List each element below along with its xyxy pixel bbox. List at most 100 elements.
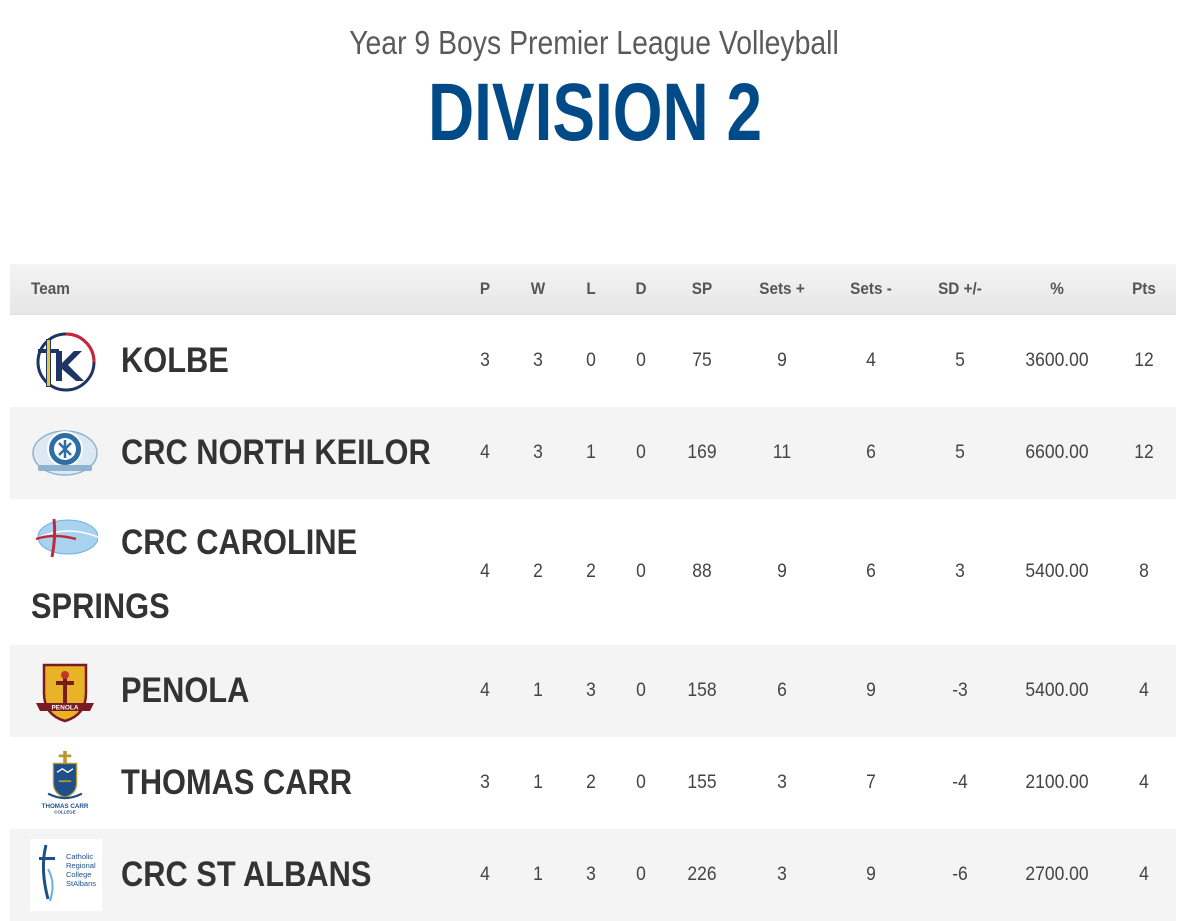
- standings-table: Team P W L D SP Sets + Sets - SD +/- % P…: [10, 264, 1176, 921]
- thomas-carr-logo: THOMAS CARR COLLEGE: [32, 751, 98, 815]
- sets-minus-value: 6: [866, 561, 876, 582]
- sp-value: 88: [692, 561, 712, 582]
- team-name-continued[interactable]: SPRINGS: [31, 587, 170, 626]
- page-subtitle: Year 9 Boys Premier League Volleyball: [349, 24, 839, 61]
- drawn-value: 0: [636, 350, 646, 371]
- won-value: 3: [533, 350, 543, 371]
- crc-caroline-springs-logo: [32, 513, 98, 577]
- set-difference-value: 3: [955, 561, 965, 582]
- col-header-won[interactable]: W: [530, 279, 546, 298]
- sets-minus-value: 7: [866, 772, 876, 793]
- st-albans-logo-text-1: Catholic: [66, 852, 93, 861]
- points-value: 4: [1139, 864, 1149, 885]
- col-header-sp[interactable]: SP: [691, 279, 713, 298]
- sets-minus-value: 9: [866, 680, 876, 701]
- kolbe-logo: [32, 329, 98, 393]
- won-value: 2: [533, 561, 543, 582]
- percentage-value: 6600.00: [1025, 442, 1089, 463]
- played-value: 3: [480, 772, 490, 793]
- points-value: 12: [1134, 442, 1154, 463]
- team-name[interactable]: PENOLA: [121, 671, 250, 710]
- set-difference-value: 5: [955, 350, 965, 371]
- sets-plus-value: 3: [777, 864, 787, 885]
- col-header-team[interactable]: Team: [31, 279, 70, 298]
- sets-plus-value: 9: [777, 350, 787, 371]
- sp-value: 226: [687, 864, 717, 885]
- penola-logo-text: PENOLA: [51, 705, 78, 712]
- points-value: 4: [1139, 680, 1149, 701]
- percentage-value: 2700.00: [1025, 864, 1089, 885]
- drawn-value: 0: [636, 772, 646, 793]
- col-header-set-difference[interactable]: SD +/-: [938, 279, 982, 298]
- percentage-value: 5400.00: [1025, 561, 1089, 582]
- drawn-value: 0: [636, 561, 646, 582]
- st-albans-logo-text-3: College: [66, 870, 91, 879]
- percentage-value: 2100.00: [1025, 772, 1089, 793]
- team-name[interactable]: CRC ST ALBANS: [121, 855, 372, 894]
- sp-value: 155: [687, 772, 717, 793]
- page-title: DIVISION 2: [427, 67, 763, 158]
- col-header-played[interactable]: P: [479, 279, 491, 298]
- lost-value: 3: [586, 864, 596, 885]
- lost-value: 1: [586, 442, 596, 463]
- lost-value: 0: [586, 350, 596, 371]
- st-albans-logo-text-4: StAlbans: [66, 879, 96, 888]
- crc-st-albans-logo: Catholic Regional College StAlbans: [30, 839, 102, 911]
- table-row: CRC NORTH KEILOR 4 3 1 0 169 11 6 5 6600…: [10, 407, 1176, 499]
- played-value: 3: [480, 350, 490, 371]
- played-value: 4: [480, 680, 490, 701]
- won-value: 3: [533, 442, 543, 463]
- st-albans-logo-text-2: Regional: [66, 861, 96, 870]
- won-value: 1: [533, 680, 543, 701]
- percentage-value: 3600.00: [1025, 350, 1089, 371]
- table-row: Catholic Regional College StAlbans CRC S…: [10, 829, 1176, 921]
- sets-minus-value: 4: [866, 350, 876, 371]
- sp-value: 75: [692, 350, 712, 371]
- points-value: 4: [1139, 772, 1149, 793]
- table-header: Team P W L D SP Sets + Sets - SD +/- % P…: [10, 264, 1176, 315]
- penola-logo: PENOLA: [32, 659, 98, 723]
- team-name[interactable]: CRC CAROLINE: [121, 523, 358, 562]
- col-header-lost[interactable]: L: [586, 279, 596, 298]
- lost-value: 3: [586, 680, 596, 701]
- played-value: 4: [480, 442, 490, 463]
- sets-plus-value: 6: [777, 680, 787, 701]
- sets-minus-value: 9: [866, 864, 876, 885]
- col-header-sets-minus[interactable]: Sets -: [850, 279, 892, 298]
- sp-value: 169: [687, 442, 717, 463]
- table-row: THOMAS CARR COLLEGE THOMAS CARR 3 1 2 0 …: [10, 737, 1176, 829]
- table-row: PENOLA PENOLA 4 1 3 0 158 6 9 -3 5400.00…: [10, 645, 1176, 737]
- thomas-carr-logo-text: THOMAS CARR: [42, 803, 89, 810]
- percentage-value: 5400.00: [1025, 680, 1089, 701]
- drawn-value: 0: [636, 680, 646, 701]
- col-header-sets-plus[interactable]: Sets +: [759, 279, 805, 298]
- sets-plus-value: 3: [777, 772, 787, 793]
- set-difference-value: 5: [955, 442, 965, 463]
- team-name[interactable]: THOMAS CARR: [121, 763, 352, 802]
- lost-value: 2: [586, 772, 596, 793]
- played-value: 4: [480, 864, 490, 885]
- thomas-carr-logo-subtext: COLLEGE: [54, 810, 75, 815]
- set-difference-value: -4: [952, 772, 968, 793]
- sets-plus-value: 11: [772, 442, 792, 463]
- team-name[interactable]: CRC NORTH KEILOR: [121, 433, 431, 472]
- col-header-drawn[interactable]: D: [635, 279, 647, 298]
- table-row: CRC CAROLINE SPRINGS 4 2 2 0 88 9 6 3 54…: [10, 499, 1176, 645]
- won-value: 1: [533, 772, 543, 793]
- set-difference-value: -6: [952, 864, 968, 885]
- points-value: 12: [1134, 350, 1154, 371]
- sets-plus-value: 9: [777, 561, 787, 582]
- points-value: 8: [1139, 561, 1149, 582]
- drawn-value: 0: [636, 864, 646, 885]
- table-row: KOLBE 3 3 0 0 75 9 4 5 3600.00 12: [10, 315, 1176, 407]
- set-difference-value: -3: [952, 680, 968, 701]
- team-name[interactable]: KOLBE: [121, 341, 229, 380]
- played-value: 4: [480, 561, 490, 582]
- col-header-percentage[interactable]: %: [1050, 279, 1064, 298]
- col-header-points[interactable]: Pts: [1132, 279, 1156, 298]
- sp-value: 158: [687, 680, 717, 701]
- won-value: 1: [533, 864, 543, 885]
- crc-north-keilor-logo: [32, 421, 98, 485]
- lost-value: 2: [586, 561, 596, 582]
- sets-minus-value: 6: [866, 442, 876, 463]
